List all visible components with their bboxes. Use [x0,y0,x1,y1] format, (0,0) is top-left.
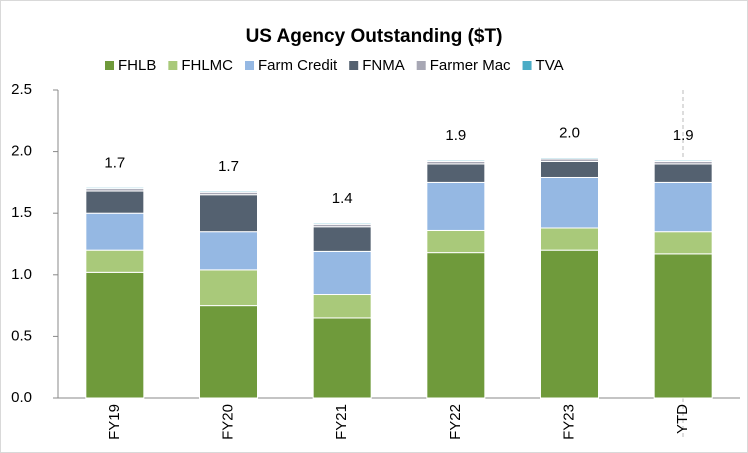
x-tick-label: YTD [674,404,691,434]
bar-segment [312,317,372,399]
bar-segment [653,163,713,183]
total-label: 2.0 [559,125,580,142]
bar-segment [426,163,486,183]
legend-label: TVA [536,57,564,74]
legend-swatch [105,61,114,70]
total-label: 1.4 [332,190,353,207]
bar-segment [85,212,145,251]
bar-segment [312,222,372,225]
legend-label: Farm Credit [258,57,338,74]
y-tick-label: 2.0 [11,143,32,160]
bar-segment [653,231,713,255]
total-label: 1.7 [218,158,239,175]
bar-segment [540,176,599,229]
bar-segment [653,159,713,162]
legend-label: Farmer Mac [430,57,511,74]
legend-label: FHLMC [181,57,233,74]
bar-segment [312,250,372,296]
bar-segment [85,271,145,399]
total-label: 1.9 [673,127,694,144]
bar-segment [653,181,713,233]
y-tick-label: 2.5 [11,81,32,98]
y-tick-label: 1.5 [11,204,32,221]
legend-swatch [349,61,359,70]
bar-segment [199,190,258,193]
bar-segment [85,190,145,214]
x-tick-label: FY19 [106,404,123,440]
bar-segment [85,249,145,273]
bar-segment [199,194,258,233]
x-tick-label: FY20 [219,404,236,440]
bar-segment [85,186,145,190]
y-tick-label: 1.0 [11,266,32,283]
bar-segment [199,231,258,271]
x-tick-label: FY22 [447,404,464,440]
legend-swatch [168,61,178,70]
x-tick-label: FY23 [560,404,577,440]
bar-segment [540,249,599,399]
bar-segment [312,294,372,319]
bar-segment [312,226,372,252]
legend-swatch [245,61,255,70]
bar-segment [653,253,713,399]
bar-segment [426,252,486,399]
total-label: 1.7 [104,154,125,171]
legend-label: FHLB [118,57,156,74]
bar-segment [540,160,599,178]
bar-segment [540,157,599,160]
bar-segment [540,227,599,251]
bar-segment [426,159,486,162]
bar-segment [426,229,486,254]
legend-swatch [416,61,426,70]
legend-swatch [522,61,532,70]
y-tick-label: 0.5 [11,327,32,344]
total-label: 1.9 [445,127,466,144]
chart-title: US Agency Outstanding ($T) [246,26,503,47]
bar-segment [199,305,258,399]
y-tick-label: 0.0 [11,389,32,406]
x-tick-label: FY21 [333,404,350,440]
legend-label: FNMA [362,57,405,74]
bar-segment [199,269,258,307]
bar-segment [426,181,486,231]
